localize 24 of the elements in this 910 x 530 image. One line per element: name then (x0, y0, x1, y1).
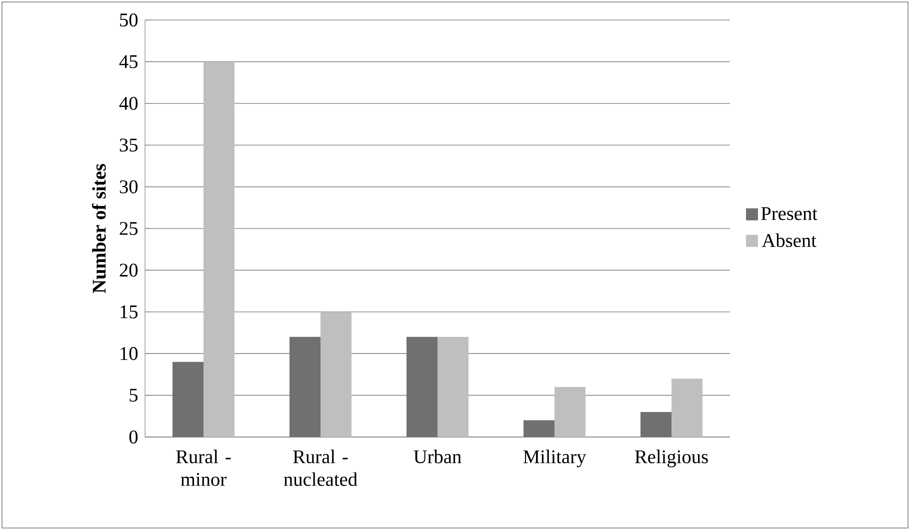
x-tick-label: Rural - nucleated (284, 450, 358, 486)
y-tick-label: 20 (120, 264, 138, 277)
y-tick-label: 5 (130, 388, 138, 402)
y-tick-label: 45 (119, 55, 138, 68)
x-tick-label: Urban (414, 450, 462, 464)
x-tick-label: Military (523, 450, 586, 468)
y-tick-label: 15 (120, 305, 138, 318)
y-tick-label: 40 (119, 96, 138, 110)
bar (554, 386, 586, 437)
bar (320, 312, 352, 437)
y-tick-label: 35 (120, 138, 138, 152)
bar (671, 378, 702, 437)
legend-label: Present (761, 207, 818, 220)
bar (204, 62, 235, 437)
y-tick-label: 10 (120, 347, 138, 360)
legend-label: Absent (762, 233, 816, 248)
bar (438, 336, 468, 437)
y-axis-title: Number of sites (92, 164, 106, 294)
y-tick-label: 0 (129, 430, 138, 444)
x-tick-label: Rural - minor (176, 450, 231, 486)
y-tick-label: 50 (120, 13, 138, 27)
x-tick-label: Religious (635, 450, 708, 468)
y-tick-label: 30 (120, 180, 138, 194)
y-tick-label: 25 (120, 222, 138, 235)
